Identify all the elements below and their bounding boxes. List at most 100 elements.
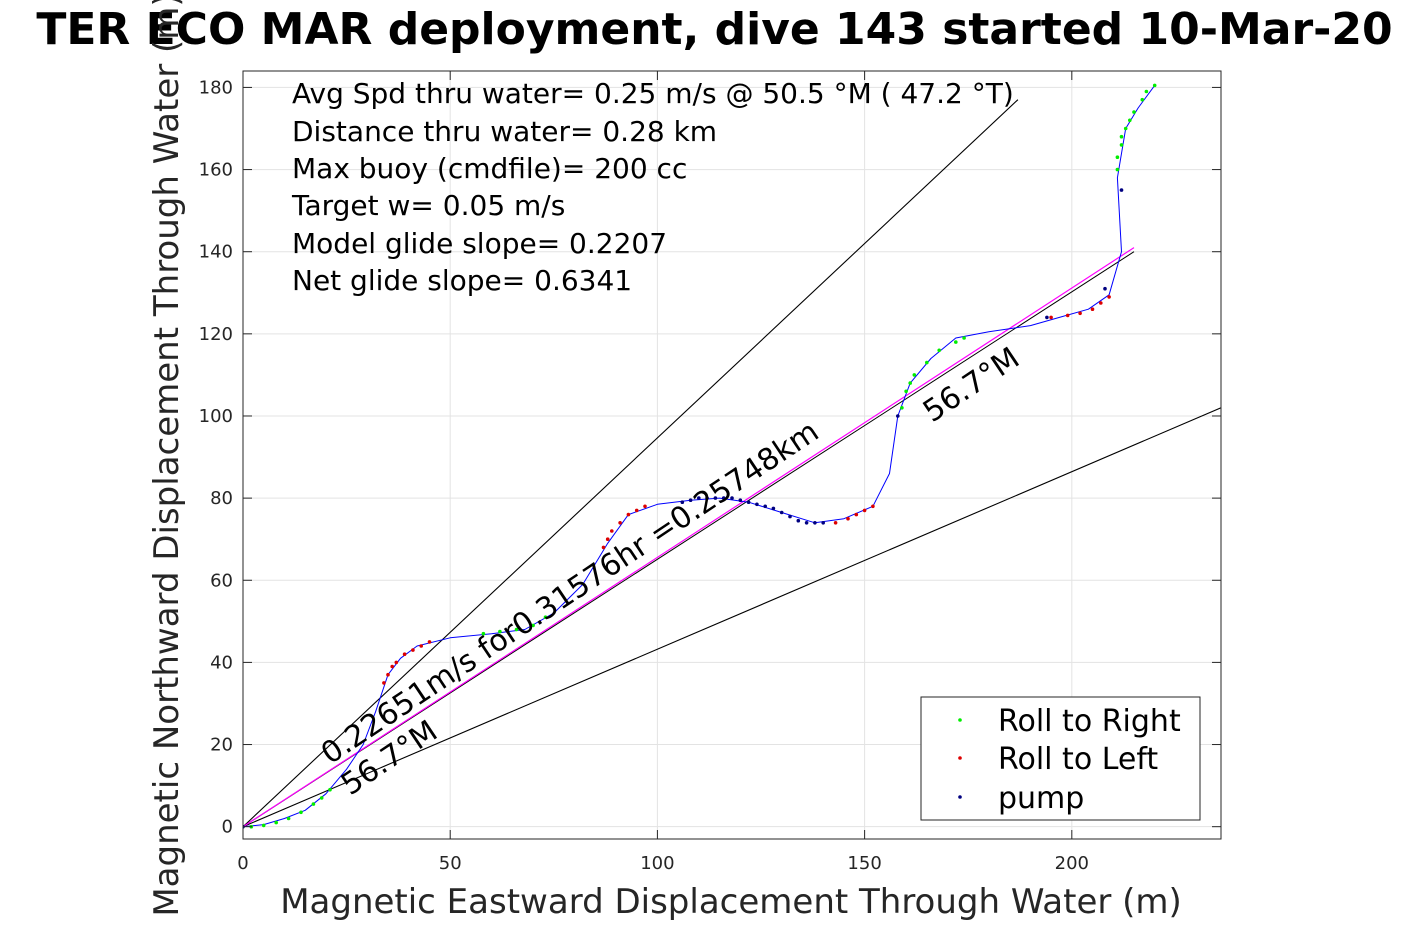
roll-right-point [1128, 118, 1132, 123]
roll-right-point [531, 623, 535, 628]
pump-point [796, 518, 801, 523]
chart-title: TER ECO MAR deployment, dive 143 started… [0, 4, 1417, 60]
pump-point [788, 514, 792, 519]
roll-right-point [1115, 167, 1120, 172]
roll-right-point [481, 631, 486, 636]
roll-right-point [904, 389, 908, 394]
heading-bound-upper-line [243, 99, 1019, 828]
roll-right-point [900, 406, 904, 410]
roll-right-point [1115, 155, 1120, 159]
y-tick-label: 0 [222, 817, 233, 838]
roll-left-point [402, 652, 407, 656]
y-tick-label: 80 [210, 488, 233, 509]
roll-right-point [1119, 134, 1124, 139]
ticks: 0 50 100 150 200 0 20 40 60 80 100 120 140 160 180 [199, 71, 1221, 874]
roll-right-point [286, 816, 291, 821]
plot-data [243, 83, 1221, 829]
x-tick-label: 200 [1055, 853, 1089, 874]
pump-point [1045, 315, 1049, 320]
roll-right-point [925, 360, 929, 365]
y-tick-label: 120 [199, 324, 233, 345]
roll-right-point [543, 615, 548, 619]
roll-left-point [390, 664, 395, 669]
pump-point [721, 496, 726, 500]
roll-left-point [382, 681, 386, 685]
roll-left-point [427, 640, 432, 644]
y-tick-label: 20 [210, 735, 233, 756]
roll-left-point [386, 672, 390, 677]
legend-label-roll-right: Roll to Right [998, 704, 1181, 739]
y-tick-label: 40 [210, 652, 233, 673]
roll-right-point [1119, 143, 1124, 147]
y-tick-label: 180 [199, 77, 233, 98]
roll-right-point [908, 381, 912, 385]
stats-box: Avg Spd thru water= 0.25 m/s @ 50.5 °M (… [291, 77, 1014, 297]
mean-heading-line [243, 247, 1135, 828]
y-tick-label: 160 [199, 160, 233, 181]
roll-right-point [299, 810, 303, 815]
x-tick-label: 150 [847, 853, 881, 874]
roll-right-point [1152, 83, 1157, 88]
roll-right-point [1123, 126, 1128, 131]
legend-marker-pump [958, 795, 962, 799]
roll-left-point [854, 512, 859, 517]
pump-point [771, 506, 776, 511]
pump-point [713, 496, 718, 500]
pump-point [680, 500, 685, 505]
roll-left-point [394, 660, 399, 665]
pump-point [746, 500, 751, 505]
roll-right-point [328, 787, 332, 792]
legend-label-roll-left: Roll to Left [998, 742, 1158, 777]
stat-model-glide: Model glide slope= 0.2207 [292, 227, 667, 260]
roll-right-point [514, 627, 519, 632]
y-tick-label: 60 [210, 570, 233, 591]
pump-point [755, 502, 759, 507]
roll-right-point [1144, 89, 1149, 94]
stat-target-w: Target w= 0.05 m/s [291, 189, 565, 222]
roll-left-point [1107, 295, 1111, 299]
pump-point [779, 510, 784, 515]
roll-left-point [862, 508, 867, 513]
stat-distance: Distance thru water= 0.28 km [292, 115, 717, 148]
stat-avg-speed: Avg Spd thru water= 0.25 m/s @ 50.5 °M (… [292, 77, 1014, 110]
roll-left-point [871, 504, 875, 509]
roll-left-point [610, 529, 614, 533]
pump-point [705, 496, 709, 500]
pump-point [896, 414, 900, 418]
y-axis-label: Magnetic Northward Displacement Through … [147, 0, 187, 917]
roll-left-point [411, 648, 415, 652]
roll-left-point [846, 516, 850, 521]
roll-right-point [962, 336, 966, 340]
roll-left-point [419, 644, 424, 648]
roll-left-point [1090, 307, 1095, 312]
roll-left-point [643, 504, 647, 509]
roll-left-point [1065, 313, 1070, 318]
roll-right-point [912, 373, 917, 377]
x-axis-label: Magnetic Eastward Displacement Through W… [280, 882, 1182, 922]
stat-max-buoy: Max buoy (cmdfile)= 200 cc [292, 152, 687, 185]
pump-point [688, 498, 693, 503]
pump-point [804, 521, 809, 525]
roll-right-point [319, 796, 324, 800]
roll-right-point [937, 348, 941, 353]
roll-left-point [1049, 315, 1053, 320]
x-tick-label: 50 [439, 853, 462, 874]
roll-right-point [1140, 97, 1145, 102]
legend-marker-roll-left [958, 756, 962, 760]
roll-left-point [605, 537, 610, 541]
roll-left-point [618, 521, 622, 525]
roll-right-point [274, 820, 279, 825]
pump-point [738, 498, 743, 503]
roll-right-point [1132, 110, 1136, 114]
pump-point [1119, 188, 1124, 192]
chart-title-text: TER ECO MAR deployment, dive 143 started… [36, 4, 1393, 55]
legend: Roll to Right Roll to Left pump [920, 696, 1201, 821]
x-tick-label: 100 [640, 853, 674, 874]
pump-point [813, 521, 817, 525]
pump-point [1103, 286, 1107, 291]
roll-left-point [634, 508, 639, 513]
pump-point [821, 521, 825, 525]
pump-point [697, 496, 701, 500]
pump-point [763, 504, 767, 509]
heading-bound-lower-line [243, 407, 1221, 828]
